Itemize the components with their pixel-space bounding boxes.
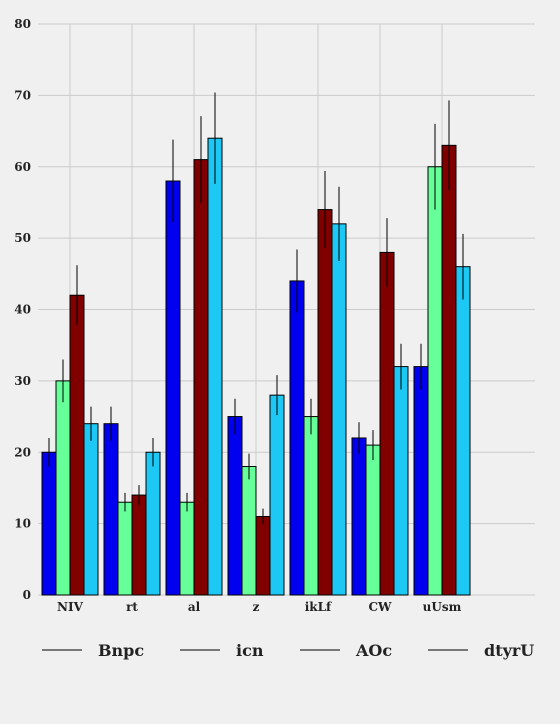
bar-bnpc-z: [227, 416, 243, 596]
bar-aoc-uusm: [441, 144, 457, 596]
bar-bnpc-iklf: [289, 280, 305, 596]
bar-icn-rt: [117, 501, 133, 596]
bar-icn-cw: [365, 444, 381, 596]
bar-aoc-iklf: [317, 209, 333, 596]
y-tick-label: 60: [14, 160, 31, 174]
y-tick-label: 10: [14, 517, 31, 531]
bar-aoc-rt: [131, 494, 147, 596]
x-tick-label-rt: rt: [126, 600, 138, 614]
y-axis-ticks: 0 10 20 30 40 50 60 70 80: [14, 17, 31, 602]
bar-aoc-z: [255, 515, 271, 596]
error-bars-group: [48, 92, 464, 525]
legend-label-dtyru: dtyrU: [484, 641, 534, 660]
bar-icn-uusm: [427, 166, 443, 596]
x-tick-label-niv: NIV: [57, 600, 84, 614]
y-tick-label: 80: [14, 17, 31, 31]
y-tick-label: 50: [14, 231, 31, 245]
legend: Bnpc icn AOc dtyrU: [42, 641, 534, 660]
bar-icn-al: [179, 501, 195, 596]
bar-bnpc-cw: [351, 437, 367, 596]
bar-bnpc-al: [165, 180, 181, 596]
bar-icn-niv: [55, 380, 71, 596]
bar-bnpc-rt: [103, 423, 119, 596]
x-tick-label-uusm: uUsm: [423, 600, 462, 614]
bar-dtyru-cw: [393, 366, 409, 596]
bar-dtyru-niv: [83, 423, 99, 596]
bar-dtyru-uusm: [455, 266, 471, 596]
bar-aoc-niv: [69, 294, 85, 596]
y-tick-label: 20: [14, 445, 31, 459]
bar-dtyru-al: [207, 137, 223, 596]
y-tick-label: 40: [14, 303, 31, 317]
y-tick-label: 70: [14, 88, 31, 102]
y-tick-label: 30: [14, 374, 31, 388]
bar-dtyru-iklf: [331, 223, 347, 596]
bar-icn-iklf: [303, 416, 319, 596]
legend-label-icn: icn: [236, 641, 264, 660]
bar-bnpc-uusm: [413, 366, 429, 596]
bar-aoc-cw: [379, 251, 395, 596]
bar-dtyru-rt: [145, 451, 161, 596]
y-tick-label: 0: [23, 588, 31, 602]
bar-icn-z: [241, 466, 257, 596]
x-tick-label-iklf: ikLf: [305, 600, 332, 614]
bar-dtyru-z: [269, 394, 285, 596]
bar-aoc-al: [193, 159, 209, 596]
x-tick-label-al: al: [188, 600, 201, 614]
legend-label-bnpc: Bnpc: [98, 641, 144, 660]
x-axis-ticks: NIV rt al z ikLf CW uUsm: [57, 600, 462, 614]
legend-label-aoc: AOc: [355, 641, 392, 660]
x-tick-label-cw: CW: [368, 600, 392, 614]
bar-bnpc-niv: [41, 451, 57, 596]
bars-group: [41, 137, 471, 596]
x-tick-label-z: z: [253, 600, 260, 614]
